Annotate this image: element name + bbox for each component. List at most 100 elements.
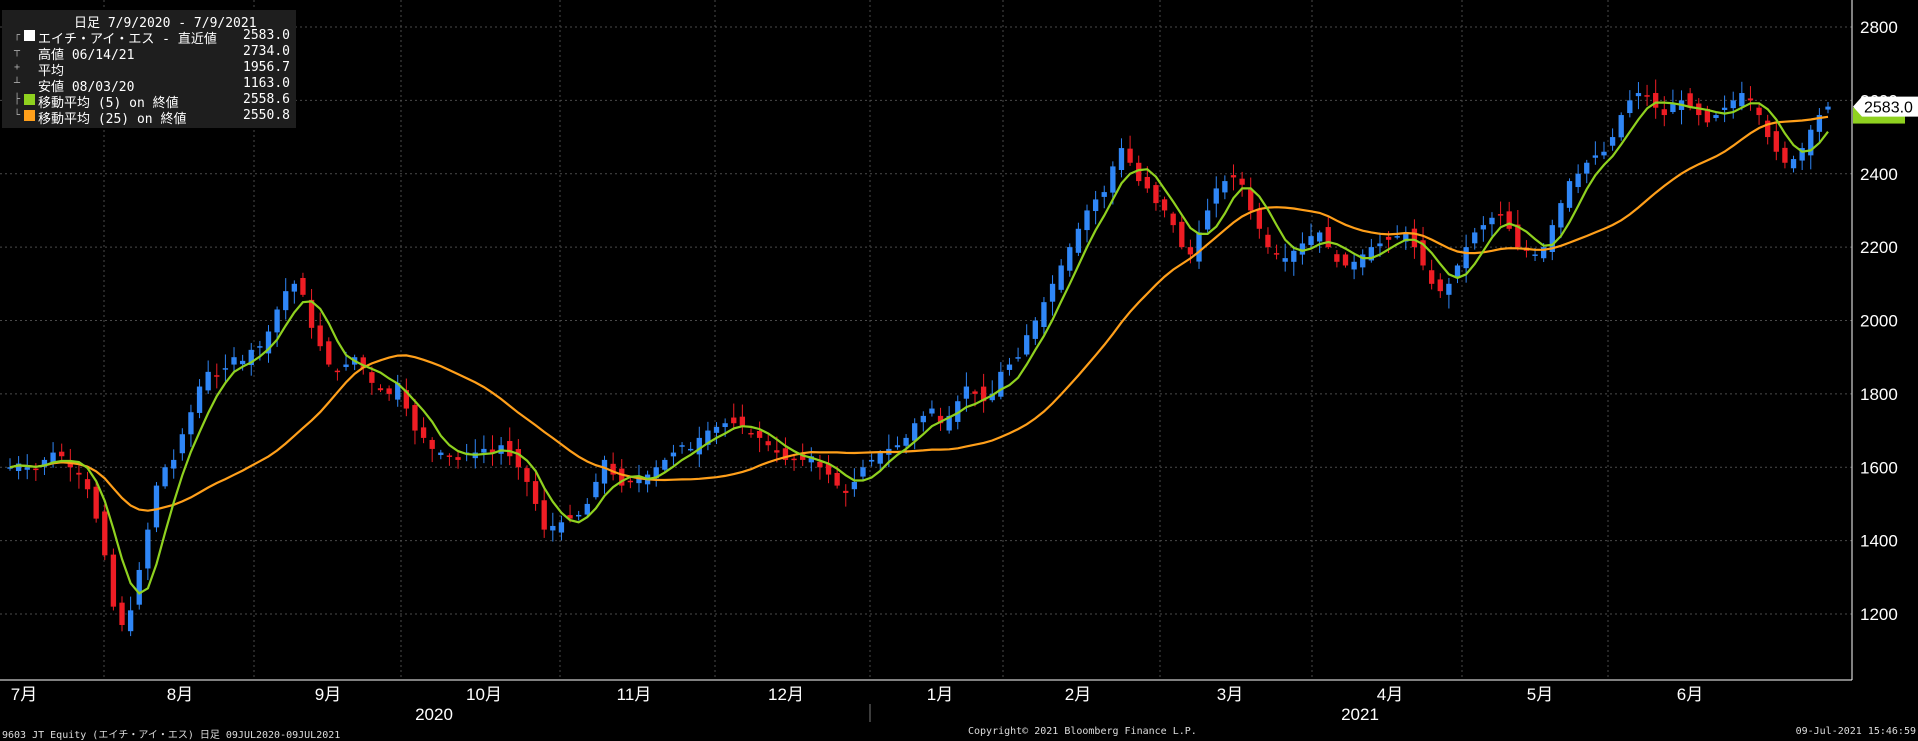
candle-body	[59, 451, 65, 457]
average-marker-icon: +	[13, 62, 21, 73]
candle-body	[1661, 109, 1667, 116]
candle-body	[481, 448, 487, 453]
legend-label: 移動平均 (25) on 終値	[38, 112, 187, 127]
candle-body	[1032, 320, 1038, 339]
candle-body	[136, 569, 142, 605]
candle-body	[102, 511, 108, 556]
candle-body	[1006, 364, 1013, 370]
candle-body	[171, 459, 177, 469]
candle-body	[326, 341, 332, 365]
candle-body	[541, 500, 547, 530]
candle-body	[851, 481, 858, 490]
candle-body	[274, 309, 280, 333]
candle-body	[696, 437, 702, 455]
candle-body	[713, 426, 720, 433]
candle-body	[1773, 131, 1779, 152]
candle-body	[1756, 107, 1762, 116]
candle-body	[1222, 181, 1228, 193]
candle-body	[1041, 302, 1047, 328]
ma25-line	[9, 115, 1829, 512]
x-tick-label: 9月	[315, 685, 341, 704]
candle-body	[93, 486, 99, 519]
candle-body	[1618, 115, 1624, 138]
candle-body	[1291, 250, 1297, 262]
candle-body	[1377, 243, 1383, 247]
y-tick-label: 2800	[1860, 18, 1898, 37]
candle-body	[550, 525, 556, 531]
candle-body	[1653, 93, 1659, 108]
candle-body	[162, 467, 168, 487]
legend-swatch-orange	[24, 110, 35, 121]
candle-body	[1248, 189, 1254, 211]
candle-body	[1609, 137, 1616, 146]
candle-body	[265, 331, 272, 354]
candle-body	[153, 485, 160, 528]
candle-body	[110, 554, 117, 607]
legend-value: 2734.0	[243, 44, 290, 59]
legend-tree-icon: └	[13, 110, 21, 121]
candle-body	[1799, 148, 1805, 161]
candle-body	[1429, 270, 1435, 284]
last-price-label: 2583.0	[1864, 100, 1913, 117]
candle-body	[403, 390, 409, 409]
candle-body	[1437, 279, 1443, 292]
candle-body	[1084, 210, 1090, 231]
candle-body	[980, 386, 987, 402]
candle-body	[1015, 357, 1021, 359]
candle-body	[1687, 93, 1693, 108]
candle-body	[395, 382, 401, 400]
candle-body	[50, 452, 56, 464]
candle-body	[1765, 120, 1771, 138]
candle-body	[834, 472, 840, 486]
candle-body	[455, 457, 461, 460]
candle-body	[1360, 254, 1366, 268]
candle-body	[808, 456, 814, 463]
candle-body	[188, 412, 194, 435]
candle-body	[894, 445, 901, 448]
candle-body	[1730, 100, 1736, 109]
legend-item-low: ┴ 安値 08/03/20 1163.0	[10, 76, 294, 95]
legend-value: 2550.8	[243, 108, 290, 123]
x-tick-label: 11月	[617, 685, 652, 704]
y-tick-label: 1800	[1860, 385, 1898, 404]
x-tick-label: 5月	[1527, 685, 1553, 704]
candle-body	[1644, 95, 1650, 97]
legend-value: 2583.0	[243, 28, 290, 43]
candle-body	[748, 432, 754, 435]
candle-body	[119, 602, 125, 626]
candle-body	[308, 299, 315, 328]
candle-body	[1704, 108, 1711, 123]
legend-item-high: ┬ 高値 06/14/21 2734.0	[10, 44, 294, 63]
candle-body	[756, 430, 763, 438]
candle-body	[369, 372, 375, 383]
candle-body	[489, 449, 496, 453]
low-marker-icon: ┴	[13, 78, 21, 89]
y-tick-label: 1400	[1860, 532, 1898, 551]
candle-body	[1385, 236, 1392, 240]
footer-timestamp: 09-Jul-2021 15:46:59	[1795, 726, 1916, 737]
candle-body	[1213, 188, 1219, 204]
legend-item-last-price: ┌ エイチ・アイ・エス - 直近値 2583.0	[10, 28, 294, 47]
y-tick-label: 1600	[1860, 458, 1898, 477]
x-tick-label: 6月	[1677, 685, 1703, 704]
legend-title: 日足 7/9/2020 - 7/9/2021	[74, 16, 257, 31]
candle-body	[688, 448, 694, 451]
footer-security-info: 9603 JT Equity (エイチ・アイ・エス) 日足 09JUL2020-…	[2, 730, 341, 741]
candle-body	[507, 441, 513, 457]
candle-body	[334, 370, 341, 373]
candle-body	[1584, 162, 1590, 174]
candle-body	[317, 325, 323, 347]
candle-body	[1110, 166, 1116, 193]
candle-body	[593, 481, 599, 498]
candle-body	[1351, 261, 1357, 270]
candle-body	[722, 423, 728, 428]
candle-body	[963, 386, 970, 399]
candle-body	[817, 461, 823, 468]
candle-body	[1558, 203, 1564, 228]
legend-value: 1956.7	[243, 60, 290, 75]
chart-legend: 日足 7/9/2020 - 7/9/2021 ┌ エイチ・アイ・エス - 直近値…	[2, 10, 296, 128]
legend-tree-icon: ┌	[13, 30, 21, 41]
candle-body	[1334, 254, 1340, 262]
candle-body	[1601, 151, 1607, 156]
legend-label: 平均	[38, 64, 65, 79]
